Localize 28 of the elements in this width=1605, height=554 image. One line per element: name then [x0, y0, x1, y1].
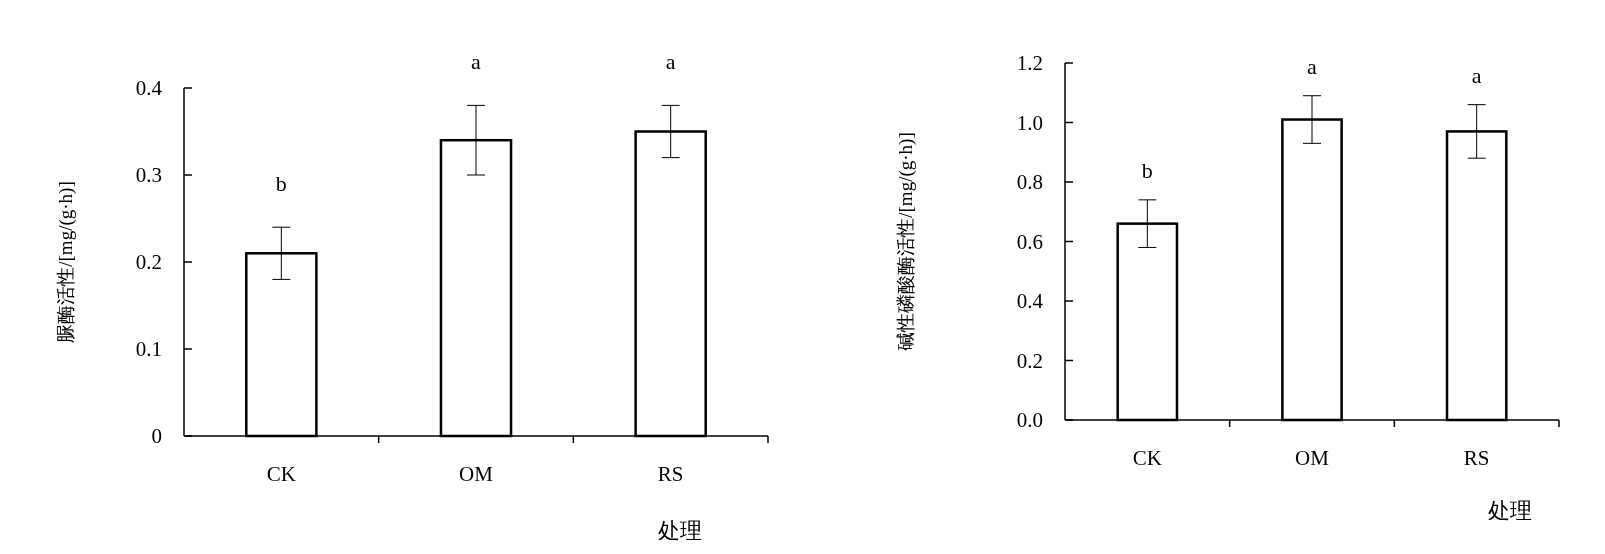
x-tick-label: OM [1295, 446, 1330, 470]
y-tick-label: 0.2 [1016, 348, 1043, 373]
y-tick-label: 0.8 [1016, 170, 1043, 194]
x-tick-label: RS [657, 462, 684, 486]
text: a [471, 49, 482, 75]
y-tick-label: 0.0 [1016, 408, 1043, 432]
x-tick-label: OM [459, 462, 494, 486]
y-tick-label: 0.1 [135, 337, 162, 361]
y-axis-title: 碱性磷酸酶活性/[mg/(g·h)] [895, 132, 917, 351]
y-tick-label: 0.4 [1016, 289, 1044, 313]
x-tick-label: CK [266, 462, 296, 486]
y-tick-label: 0.3 [135, 163, 162, 187]
annotation: b [1141, 157, 1153, 183]
annotation: a [1307, 53, 1318, 79]
y-tick-label: 0 [151, 424, 162, 448]
annotation: b [275, 171, 287, 197]
y-tick-label: 0.4 [135, 76, 163, 100]
text: a [665, 49, 676, 75]
y-tick-label: 0.2 [135, 250, 162, 274]
y-tick-label: 1.0 [1016, 110, 1043, 135]
y-tick-label: 0.6 [1016, 229, 1043, 254]
x-tick-label: RS [1463, 446, 1490, 470]
y-tick-label: 1.2 [1016, 51, 1043, 75]
x-axis-title: 处理 [1488, 498, 1532, 523]
annotation: a [1471, 62, 1482, 88]
y-axis-title: 脲酶活性/[mg/(g·h)] [55, 181, 77, 343]
x-tick-label: CK [1132, 446, 1162, 470]
x-axis-title: 处理 [658, 518, 702, 543]
